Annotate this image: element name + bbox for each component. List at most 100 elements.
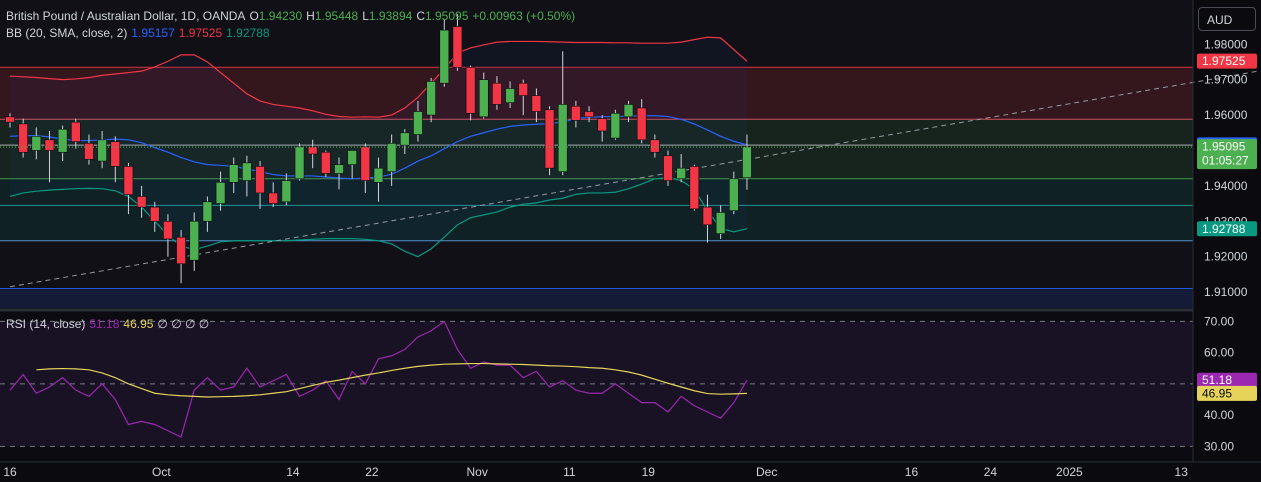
middle-zone <box>0 119 1193 179</box>
candle-body <box>281 180 292 203</box>
candle <box>110 136 121 183</box>
candle-body <box>31 135 42 151</box>
candle <box>702 194 713 243</box>
price-tag-box <box>1197 372 1257 388</box>
price-tick-label: 1.96000 <box>1204 108 1248 122</box>
candle <box>518 79 529 116</box>
candle-body <box>255 166 265 194</box>
time-tick-label: 14 <box>286 465 300 479</box>
candle <box>531 88 542 123</box>
time-tick-label: 16 <box>905 465 919 479</box>
bb-basis-value: 1.95157 <box>131 26 175 40</box>
price-labels: 1.975251.951571.9509501:05:271.9278851.1… <box>1197 53 1257 401</box>
time-tick-label: 19 <box>642 465 656 479</box>
high-value: 1.95448 <box>314 9 359 23</box>
candle <box>347 150 357 179</box>
candle <box>584 106 594 123</box>
symbol-legend: British Pound / Australian Dollar, 1D, O… <box>6 9 575 23</box>
time-tick-label: 13 <box>1175 465 1189 479</box>
candle-body <box>136 196 147 208</box>
candle <box>426 77 436 123</box>
candle <box>505 81 515 108</box>
rsi-extras: ∅ ∅ ∅ ∅ <box>157 317 210 331</box>
price-tag-box <box>1197 221 1257 237</box>
price-tag-text: 1.92788 <box>1202 222 1246 236</box>
candle <box>650 134 660 158</box>
candle <box>452 14 463 71</box>
candle-body <box>334 164 344 174</box>
candle-body <box>399 132 410 146</box>
candle <box>636 99 647 144</box>
candle-body <box>439 29 450 84</box>
candle <box>386 134 397 186</box>
change-value: +0.00963 (+0.50%) <box>472 9 576 23</box>
price-tick-label: 1.97000 <box>1204 73 1248 87</box>
candle <box>215 171 226 211</box>
rsi-tick-label: 30.00 <box>1204 439 1234 453</box>
candle <box>597 115 608 142</box>
candle <box>715 205 726 239</box>
candle-body <box>373 167 384 183</box>
close-label: C <box>416 9 425 23</box>
candle <box>31 127 42 160</box>
candle-body <box>5 116 15 123</box>
price-tick-label: 1.91000 <box>1204 285 1248 299</box>
rsi-background <box>0 312 1193 462</box>
rsi-ma-line <box>36 362 747 398</box>
price-tag-text: 1.95095 <box>1202 140 1246 154</box>
candle-body <box>742 146 752 179</box>
candle <box>373 157 384 202</box>
price-tick-label: 1.92000 <box>1204 250 1248 264</box>
candle-body <box>294 146 305 180</box>
candle <box>492 76 502 110</box>
candle-body <box>557 104 568 173</box>
candle <box>294 143 305 181</box>
candle-body <box>518 82 529 96</box>
candle <box>663 150 673 186</box>
candle <box>360 143 371 193</box>
candle-body <box>650 139 660 153</box>
candle-body <box>149 206 160 222</box>
candle <box>623 100 634 123</box>
candle-body <box>84 143 94 160</box>
time-tick-label: Oct <box>152 465 171 479</box>
candle <box>242 155 252 197</box>
candle <box>544 106 555 176</box>
price-tag: 1.97525 <box>1197 53 1257 69</box>
candle-body <box>57 128 68 153</box>
time-tick-label: Dec <box>756 465 777 479</box>
rsi-value: 51.18 <box>89 317 120 331</box>
candle <box>689 164 700 211</box>
candle-body <box>97 139 107 162</box>
candle-body <box>44 139 55 151</box>
candle-body <box>163 220 173 240</box>
candle <box>123 162 134 215</box>
candle <box>202 196 213 232</box>
rsi-tick-label: 70.00 <box>1204 314 1234 328</box>
candle <box>228 157 239 193</box>
candle-body <box>676 167 686 180</box>
currency-button[interactable]: AUD <box>1198 7 1256 31</box>
candle <box>281 173 292 206</box>
candle <box>571 100 581 128</box>
price-tag-countdown: 01:05:27 <box>1202 154 1249 168</box>
candle <box>413 100 423 142</box>
price-tag-box <box>1197 53 1257 69</box>
candle-body <box>71 121 81 142</box>
candle-body <box>715 212 726 234</box>
time-tick-label: 16 <box>3 465 17 479</box>
time-tick-label: 11 <box>563 465 576 479</box>
candle <box>44 130 55 183</box>
candle-body <box>571 105 581 121</box>
projection-line <box>9 70 1261 288</box>
horizontal-levels <box>0 66 1193 290</box>
candle-body <box>426 81 436 116</box>
price-tag: 46.95 <box>1197 385 1257 401</box>
candle <box>97 130 107 169</box>
candle-body <box>610 112 621 139</box>
close-value: 1.95095 <box>424 9 469 23</box>
candle <box>57 125 68 162</box>
time-tick-label: 2025 <box>1056 465 1083 479</box>
